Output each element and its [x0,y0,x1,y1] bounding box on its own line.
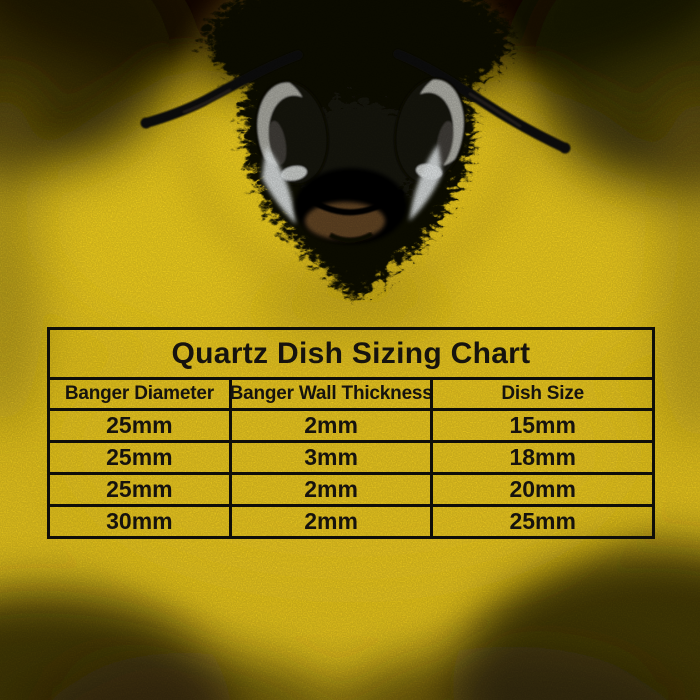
table-cell: 18mm [430,440,652,472]
table-cell: 3mm [228,440,431,472]
table-cell: 25mm [50,408,229,440]
column-header-dish-size: Dish Size [430,377,652,408]
table-grid: Banger Diameter Banger Wall Thickness Di… [50,377,652,536]
column-header-banger-diameter: Banger Diameter [50,377,229,408]
table-cell: 25mm [430,504,652,536]
table-cell: 20mm [430,472,652,504]
table-cell: 2mm [228,472,431,504]
table-cell: 25mm [50,440,229,472]
table-cell: 15mm [430,408,652,440]
column-header-banger-wall-thickness: Banger Wall Thickness [228,377,433,408]
table-cell: 30mm [50,504,229,536]
table-cell: 25mm [50,472,229,504]
table-cell: 2mm [228,408,431,440]
table-cell: 2mm [228,504,431,536]
table-title: Quartz Dish Sizing Chart [171,336,531,370]
sizing-chart-table: Quartz Dish Sizing Chart Banger Diameter… [47,327,655,539]
